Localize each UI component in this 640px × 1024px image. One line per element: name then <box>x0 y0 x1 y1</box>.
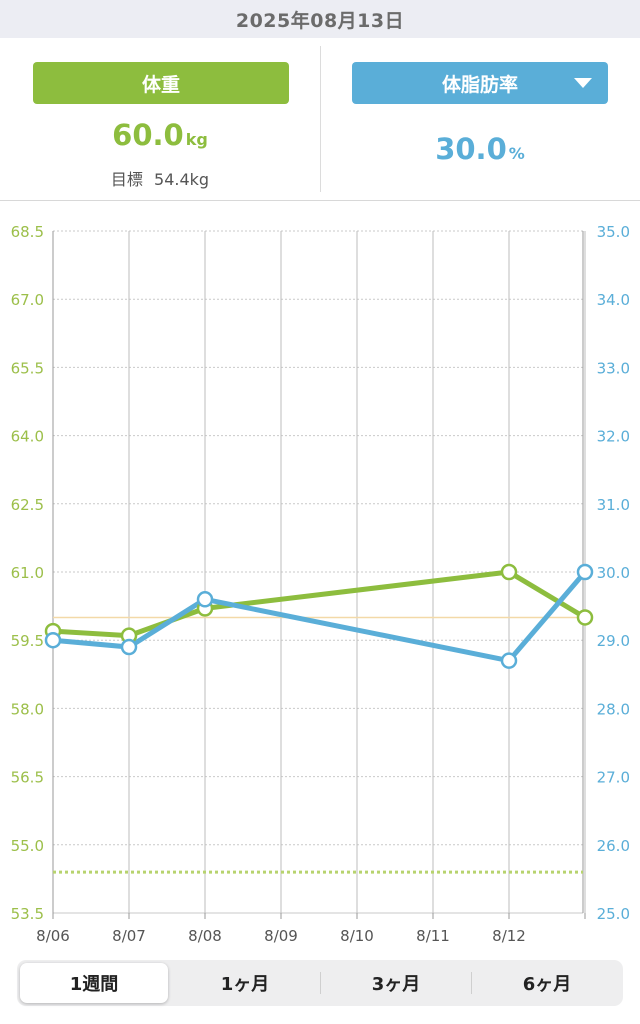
y-left-tick-label: 67.0 <box>11 291 44 309</box>
body-fat-unit: % <box>508 144 525 163</box>
y-right-tick-label: 29.0 <box>597 632 630 650</box>
tab-1-month[interactable]: 1ヶ月 <box>171 963 319 1003</box>
body-fat-data-point <box>500 652 518 669</box>
goal-value: 54.4kg <box>154 170 210 189</box>
tab-separator <box>320 972 321 994</box>
body-fat-value: 30.0 % <box>320 132 640 166</box>
body-fat-data-point <box>196 591 214 608</box>
weight-unit: kg <box>185 130 208 149</box>
y-right-tick-label: 32.0 <box>597 428 630 446</box>
body-fat-button-label: 体脂肪率 <box>441 73 518 96</box>
trend-chart: 68.5 67.0 65.5 64.0 62.5 61.0 59.5 58.0 56.5 55.0… <box>0 200 640 950</box>
header-divider <box>320 46 321 192</box>
weight-number: 60.0 <box>112 118 184 152</box>
y-left-tick-label: 62.5 <box>11 496 44 514</box>
x-tick-label: 8/12 <box>492 927 526 945</box>
x-tick-label: 8/07 <box>112 927 146 945</box>
y-right-tick-label: 33.0 <box>597 359 630 377</box>
x-tick-label: 8/08 <box>188 927 222 945</box>
body-fat-data-point <box>576 563 594 581</box>
y-right-tick-label: 35.0 <box>597 223 630 241</box>
period-selector: 1週間 1ヶ月 3ヶ月 6ヶ月 <box>17 960 623 1006</box>
y-right-tick-label: 26.0 <box>597 837 630 855</box>
x-tick-label: 8/11 <box>416 927 450 945</box>
y-right-tick-label: 31.0 <box>597 496 630 514</box>
body-fat-number: 30.0 <box>435 132 507 166</box>
tab-6-months-label: 6ヶ月 <box>522 974 572 995</box>
tab-separator <box>471 972 472 994</box>
y-left-tick-label: 59.5 <box>11 632 44 650</box>
body-fat-data-point <box>120 638 138 656</box>
y-left-tick-label: 64.0 <box>11 428 44 446</box>
body-fat-dropdown[interactable]: 体脂肪率 <box>352 62 608 104</box>
weight-data-point <box>576 609 594 626</box>
y-right-tick-label: 25.0 <box>597 905 630 923</box>
date-header: 2025年08月13日 <box>0 0 640 38</box>
tab-1-month-label: 1ヶ月 <box>220 974 270 995</box>
weight-series-line <box>50 569 588 639</box>
chevron-down-icon <box>574 78 592 88</box>
y-left-tick-label: 68.5 <box>11 223 44 241</box>
tab-3-months[interactable]: 3ヶ月 <box>322 963 470 1003</box>
y-right-tick-label: 28.0 <box>597 700 630 718</box>
y-right-tick-label: 34.0 <box>597 291 630 309</box>
weight-data-point <box>500 563 518 581</box>
tab-1-week-label: 1週間 <box>69 974 119 995</box>
tab-6-months[interactable]: 6ヶ月 <box>473 963 621 1003</box>
goal-weight: 目標 54.4kg <box>0 166 320 190</box>
summary-header: 体重 60.0 kg 目標 54.4kg 体脂肪率 30.0 % <box>0 38 640 201</box>
y-right-tick-label: 27.0 <box>597 769 630 787</box>
tab-3-months-label: 3ヶ月 <box>371 974 421 995</box>
y-left-tick-label: 58.0 <box>11 700 44 718</box>
tab-1-week[interactable]: 1週間 <box>20 963 168 1003</box>
y-left-tick-label: 53.5 <box>11 905 44 923</box>
x-tick-label: 8/06 <box>36 927 70 945</box>
y-left-tick-label: 61.0 <box>11 564 44 582</box>
goal-label: 目標 <box>110 170 143 189</box>
weight-button-label: 体重 <box>141 73 180 96</box>
body-fat-data-point <box>44 631 62 649</box>
weight-button[interactable]: 体重 <box>33 62 289 104</box>
y-right-tick-label: 30.0 <box>597 564 630 582</box>
trend-chart-svg: 68.5 67.0 65.5 64.0 62.5 61.0 59.5 58.0 56.5 55.0… <box>11 223 630 945</box>
x-tick-label: 8/10 <box>340 927 374 945</box>
y-left-tick-label: 56.5 <box>11 769 44 787</box>
weight-value: 60.0 kg <box>0 118 320 152</box>
x-tick-label: 8/09 <box>264 927 298 945</box>
y-left-tick-label: 55.0 <box>11 837 44 855</box>
y-left-tick-label: 65.5 <box>11 359 44 377</box>
